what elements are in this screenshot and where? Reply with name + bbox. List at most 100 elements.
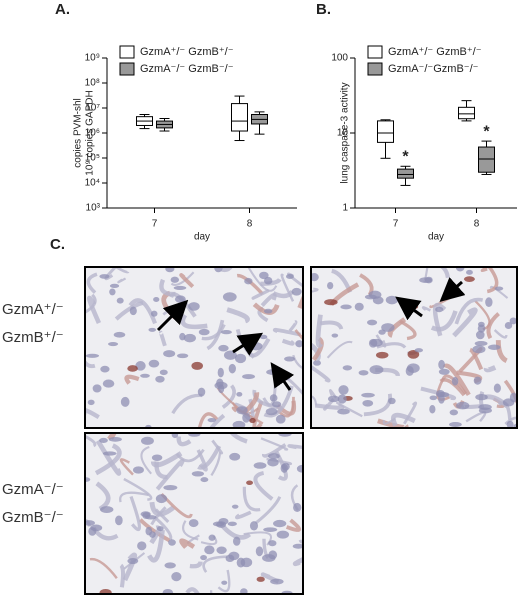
micrograph: [85, 267, 303, 428]
nucleus: [242, 374, 256, 380]
nucleus: [388, 397, 396, 405]
nucleus: [270, 578, 284, 585]
nucleus: [455, 267, 465, 272]
nucleus: [137, 541, 147, 551]
nucleus: [232, 420, 246, 428]
tissue-strand: [376, 342, 407, 349]
nucleus: [87, 399, 95, 406]
y-tick-label: 10⁵: [85, 153, 100, 164]
nucleus: [267, 458, 279, 467]
nucleus: [170, 276, 180, 283]
nucleus: [108, 436, 122, 442]
box: [458, 106, 475, 120]
tissue-strand: [252, 400, 264, 428]
micrograph: [85, 433, 303, 594]
nucleus: [156, 526, 164, 532]
nucleus: [155, 494, 168, 504]
tissue-strand: [85, 434, 97, 448]
nucleus: [115, 515, 123, 526]
nucleus: [438, 359, 445, 370]
tissue-strand: [122, 552, 138, 582]
nucleus: [268, 550, 278, 560]
tissue-strand: [260, 277, 282, 287]
tissue-strand: [326, 340, 353, 359]
nucleus: [102, 451, 117, 456]
nucleus: [449, 409, 459, 416]
nucleus: [385, 295, 399, 305]
tissue-strand: [113, 267, 130, 274]
tissue-strand: [208, 413, 226, 428]
nucleus: [188, 302, 200, 311]
tissue-strand: [363, 393, 392, 417]
tissue-strand: [298, 539, 303, 544]
nucleus: [100, 506, 114, 513]
nucleus: [293, 502, 302, 513]
nucleus: [487, 344, 501, 350]
nucleus: [362, 399, 374, 407]
tissue-strand: [319, 320, 344, 330]
tissue-strand: [176, 436, 192, 447]
tissue-strand: [117, 277, 127, 284]
tissue-strand: [495, 340, 508, 364]
y-tick-label: 10⁶: [85, 128, 100, 139]
nucleus: [100, 365, 110, 373]
nucleus: [407, 350, 420, 359]
nucleus: [472, 345, 486, 354]
row-label: GzmB⁻/⁻: [2, 509, 64, 526]
nucleus: [263, 308, 273, 314]
tissue-strand: [285, 518, 302, 532]
nucleus: [504, 322, 513, 330]
tissue-strand: [89, 557, 118, 579]
nucleus: [151, 454, 163, 461]
nucleus: [475, 330, 485, 340]
tissue-strand: [375, 334, 387, 348]
nucleus: [509, 317, 517, 325]
nucleus: [148, 359, 160, 368]
x-tick-label: 8: [474, 219, 480, 230]
frame: [84, 266, 304, 429]
nucleus: [174, 295, 186, 303]
legend-swatch: [367, 62, 383, 76]
tissue-strand: [421, 306, 431, 312]
tissue-strand: [124, 374, 140, 385]
tissue-strand: [311, 364, 331, 383]
nucleus: [129, 306, 137, 316]
nucleus: [132, 466, 145, 474]
nucleus: [255, 546, 264, 557]
tissue-strand: [288, 320, 298, 332]
nucleus: [102, 379, 115, 388]
nucleus: [375, 351, 389, 359]
nucleus: [253, 462, 267, 469]
row-label: GzmA⁻/⁻: [2, 481, 64, 498]
y-tick-label: 100: [331, 53, 348, 64]
y-tick-label: 10⁸: [85, 78, 100, 89]
nucleus: [313, 360, 321, 366]
nucleus: [150, 310, 158, 317]
tissue-strand: [86, 295, 102, 324]
nucleus: [493, 383, 501, 393]
tissue-strand: [272, 327, 301, 337]
tissue-strand: [403, 401, 418, 425]
tissue-strand: [226, 307, 250, 324]
row-label: GzmB⁺/⁻: [2, 329, 64, 346]
nucleus: [451, 376, 459, 386]
tissue-strand: [235, 510, 252, 520]
y-tick-label: 10⁴: [85, 178, 100, 189]
nucleus: [159, 369, 168, 376]
nucleus: [269, 394, 278, 402]
nucleus: [268, 540, 277, 547]
x-tick-label: 8: [247, 219, 253, 230]
tissue-strand: [420, 386, 457, 401]
box: [377, 120, 394, 143]
nucleus: [327, 395, 340, 403]
nucleus: [259, 271, 269, 280]
legend-swatch: [367, 45, 383, 59]
nucleus: [221, 580, 228, 585]
nucleus: [438, 368, 450, 375]
nucleus: [263, 527, 278, 532]
nucleus: [222, 292, 237, 302]
tissue-strand: [154, 508, 170, 524]
arrow: [232, 332, 264, 356]
tissue-strand: [210, 452, 222, 477]
annotation: *: [402, 148, 409, 165]
